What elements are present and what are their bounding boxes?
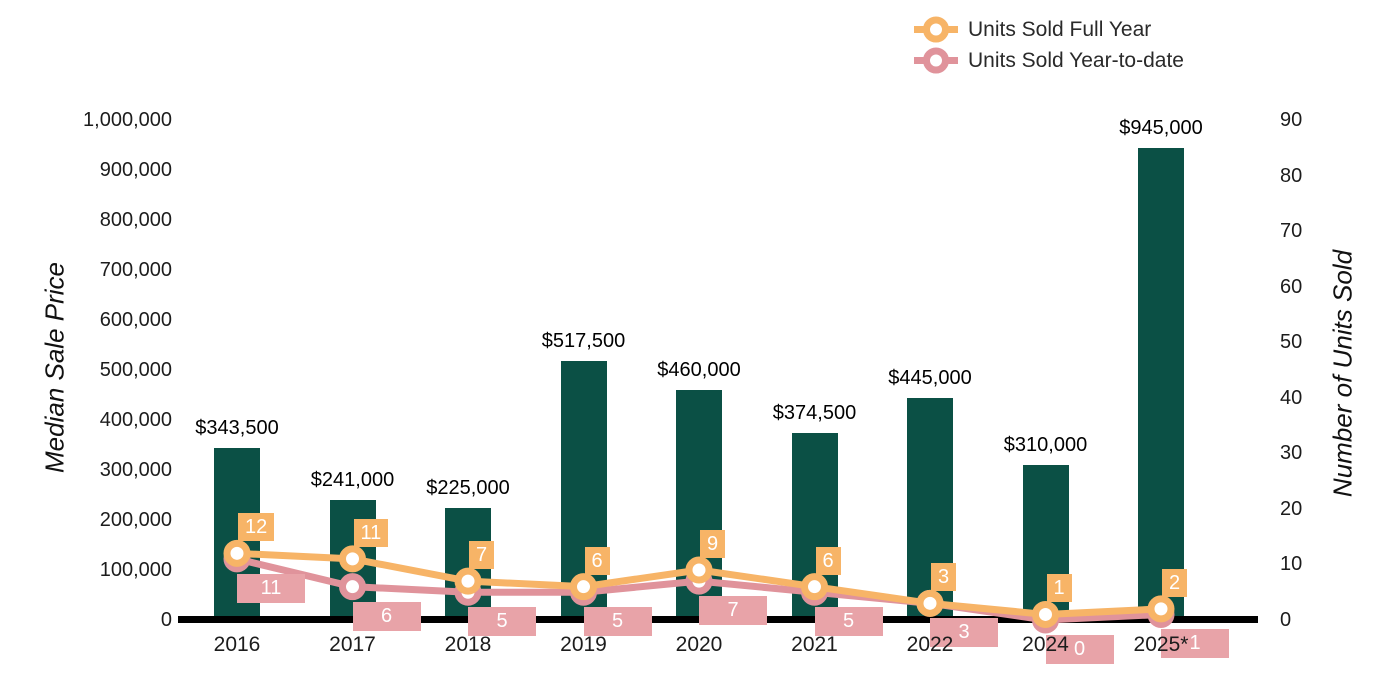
x-axis-label: 2025* bbox=[1133, 633, 1189, 656]
ytd-point-label: 5 bbox=[814, 607, 883, 637]
full-year-point-label: 6 bbox=[584, 546, 610, 575]
x-axis-label: 2016 bbox=[213, 633, 261, 656]
full-year-point-label: 11 bbox=[353, 518, 389, 547]
right-axis-tick: 30 bbox=[1280, 442, 1303, 465]
right-axis-tick: 90 bbox=[1280, 109, 1303, 131]
right-axis-tick: 50 bbox=[1280, 331, 1303, 354]
legend-label-full-year: Units Sold Full Year bbox=[968, 17, 1152, 41]
x-axis-label: 2018 bbox=[444, 633, 492, 656]
left-axis-tick: 800,000 bbox=[99, 209, 172, 231]
left-axis-tick: 300,000 bbox=[99, 459, 172, 481]
legend: Units Sold Full Year Units Sold Year-to-… bbox=[913, 14, 1184, 76]
x-axis-label: 2024 bbox=[1022, 633, 1069, 656]
ytd-point-label: 0 bbox=[1045, 635, 1114, 664]
left-axis-tick: 1,000,000 bbox=[83, 109, 172, 131]
full-year-legend-marker bbox=[914, 16, 958, 43]
full-year-point-label: 3 bbox=[931, 563, 957, 592]
full-year-point-label: 9 bbox=[700, 530, 726, 558]
left-axis-tick: 700,000 bbox=[99, 259, 172, 281]
legend-item-full-year: Units Sold Full Year bbox=[913, 14, 1184, 45]
x-axis-label: 2021 bbox=[791, 633, 838, 656]
x-axis-label: 2017 bbox=[329, 633, 376, 656]
full-year-point-label: 6 bbox=[815, 546, 841, 575]
bar-value-label: $310,000 bbox=[1003, 434, 1088, 456]
right-axis-title: Number of Units Sold bbox=[1327, 249, 1358, 498]
legend-label-ytd: Units Sold Year-to-date bbox=[968, 48, 1184, 72]
legend-item-ytd: Units Sold Year-to-date bbox=[913, 45, 1184, 76]
full-year-point-label: 7 bbox=[469, 541, 495, 570]
right-axis-tick: 20 bbox=[1280, 497, 1303, 520]
bar-value-label: $225,000 bbox=[426, 476, 510, 499]
full-year-point-label: 2 bbox=[1162, 568, 1188, 597]
left-axis-tick: 900,000 bbox=[99, 159, 172, 181]
full-year-point-label: 12 bbox=[238, 513, 275, 542]
bar bbox=[676, 390, 722, 620]
ytd-legend-marker bbox=[914, 47, 958, 74]
right-axis-tick: 60 bbox=[1280, 275, 1303, 298]
ytd-point-label: 5 bbox=[468, 607, 536, 637]
full-year-point-label: 1 bbox=[1046, 574, 1072, 603]
ytd-point-label: 7 bbox=[699, 596, 767, 626]
bar-value-label: $460,000 bbox=[657, 359, 741, 381]
left-axis-tick: 0 bbox=[160, 609, 172, 631]
ytd-point-label: 1 bbox=[1161, 629, 1229, 659]
right-axis-tick: 80 bbox=[1280, 164, 1303, 187]
ytd-point-label: 5 bbox=[583, 607, 652, 637]
bar bbox=[560, 361, 607, 620]
bar bbox=[1138, 147, 1184, 620]
left-axis-tick: 500,000 bbox=[99, 359, 172, 381]
right-axis-tick: 0 bbox=[1280, 609, 1292, 631]
x-axis-label: 2020 bbox=[675, 633, 723, 656]
left-axis-tick: 400,000 bbox=[99, 409, 172, 431]
bar bbox=[791, 432, 838, 620]
left-axis-tick: 200,000 bbox=[99, 509, 172, 531]
bar-value-label: $445,000 bbox=[888, 366, 972, 389]
right-axis-tick: 10 bbox=[1280, 553, 1303, 576]
bar-value-label: $945,000 bbox=[1119, 116, 1203, 139]
right-axis-tick: 40 bbox=[1280, 386, 1303, 409]
bar-value-label: $343,500 bbox=[195, 417, 279, 440]
ytd-point-label: 11 bbox=[237, 573, 305, 603]
bar-value-label: $517,500 bbox=[541, 330, 626, 353]
right-axis-tick: 70 bbox=[1280, 220, 1303, 243]
bar-value-label: $241,000 bbox=[310, 468, 395, 491]
ytd-point-label: 6 bbox=[352, 601, 421, 631]
left-axis-tick: 100,000 bbox=[99, 559, 172, 581]
x-axis-label: 2019 bbox=[560, 633, 607, 656]
left-axis-tick: 600,000 bbox=[99, 309, 172, 331]
x-axis-label: 2022 bbox=[906, 633, 954, 656]
bar-value-label: $374,500 bbox=[772, 401, 857, 424]
